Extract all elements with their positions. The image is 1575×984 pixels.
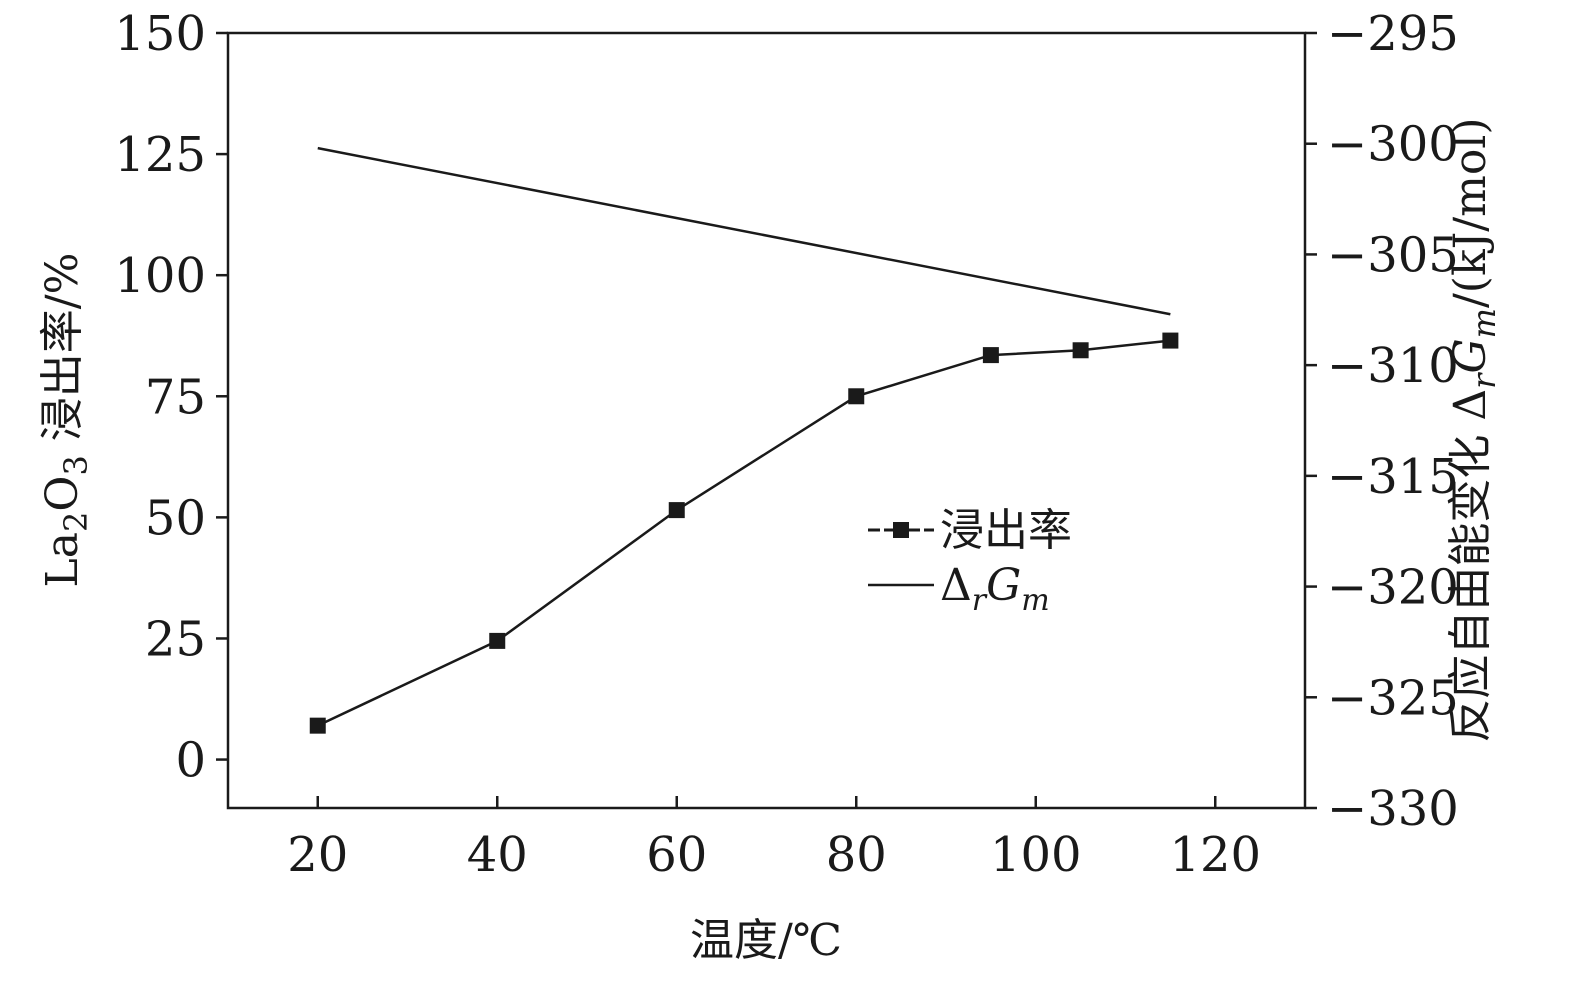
right-y-axis-ticks: −330 −325 −320 −315 −310 −305 −300 −295 [1305, 6, 1459, 837]
right-y-tick-label: −330 [1327, 781, 1459, 837]
legend-label-leaching-rate: 浸出率 [940, 505, 1072, 556]
leaching-rate-point [1162, 332, 1179, 349]
plot-area-frame [226, 31, 1307, 810]
x-tick-label: 120 [1169, 827, 1261, 883]
x-axis-title: 温度/℃ [690, 915, 842, 966]
left-y-tick-label: 50 [145, 490, 206, 546]
right-y-tick-label: −300 [1327, 117, 1459, 173]
x-tick-label: 40 [467, 827, 528, 883]
leaching-rate-point [489, 632, 506, 649]
left-y-tick-label: 150 [114, 6, 206, 62]
left-y-tick-label: 25 [145, 611, 206, 667]
leaching-rate-point [848, 388, 865, 405]
left-y-axis-ticks: 0 25 50 75 100 125 150 [114, 6, 228, 789]
leaching-rate-point [1072, 342, 1089, 359]
x-tick-label: 100 [990, 827, 1082, 883]
left-y-tick-label: 0 [175, 733, 206, 789]
right-y-tick-label: −315 [1327, 449, 1459, 505]
legend-marker-square [893, 522, 909, 538]
leaching-rate-point [982, 347, 999, 364]
left-y-tick-label: 75 [145, 369, 206, 425]
right-y-tick-label: −325 [1327, 670, 1459, 726]
gibbs-energy-line [317, 146, 1171, 316]
x-tick-label: 20 [287, 827, 348, 883]
legend-label-gibbs: ΔrGm [940, 560, 1050, 618]
right-y-tick-label: −295 [1327, 6, 1459, 62]
x-tick-label: 80 [826, 827, 887, 883]
series-layer [309, 146, 1179, 734]
right-y-tick-label: −320 [1327, 560, 1459, 616]
right-y-tick-label: −310 [1327, 338, 1459, 394]
x-tick-label: 60 [646, 827, 707, 883]
legend: 浸出率 ΔrGm [868, 505, 1072, 618]
leaching-rate-point [309, 717, 326, 734]
right-y-tick-label: −305 [1327, 227, 1459, 283]
left-y-tick-label: 100 [114, 248, 206, 304]
left-y-axis-title: La2O3 浸出率/% [37, 253, 95, 588]
right-y-axis-title: 反应自由能变化 ΔrGm/(kJ/mol) [1445, 117, 1503, 742]
left-y-tick-label: 125 [114, 127, 206, 183]
x-axis-ticks: 20 40 60 80 100 120 [287, 796, 1261, 883]
leaching-rate-point [668, 502, 685, 519]
